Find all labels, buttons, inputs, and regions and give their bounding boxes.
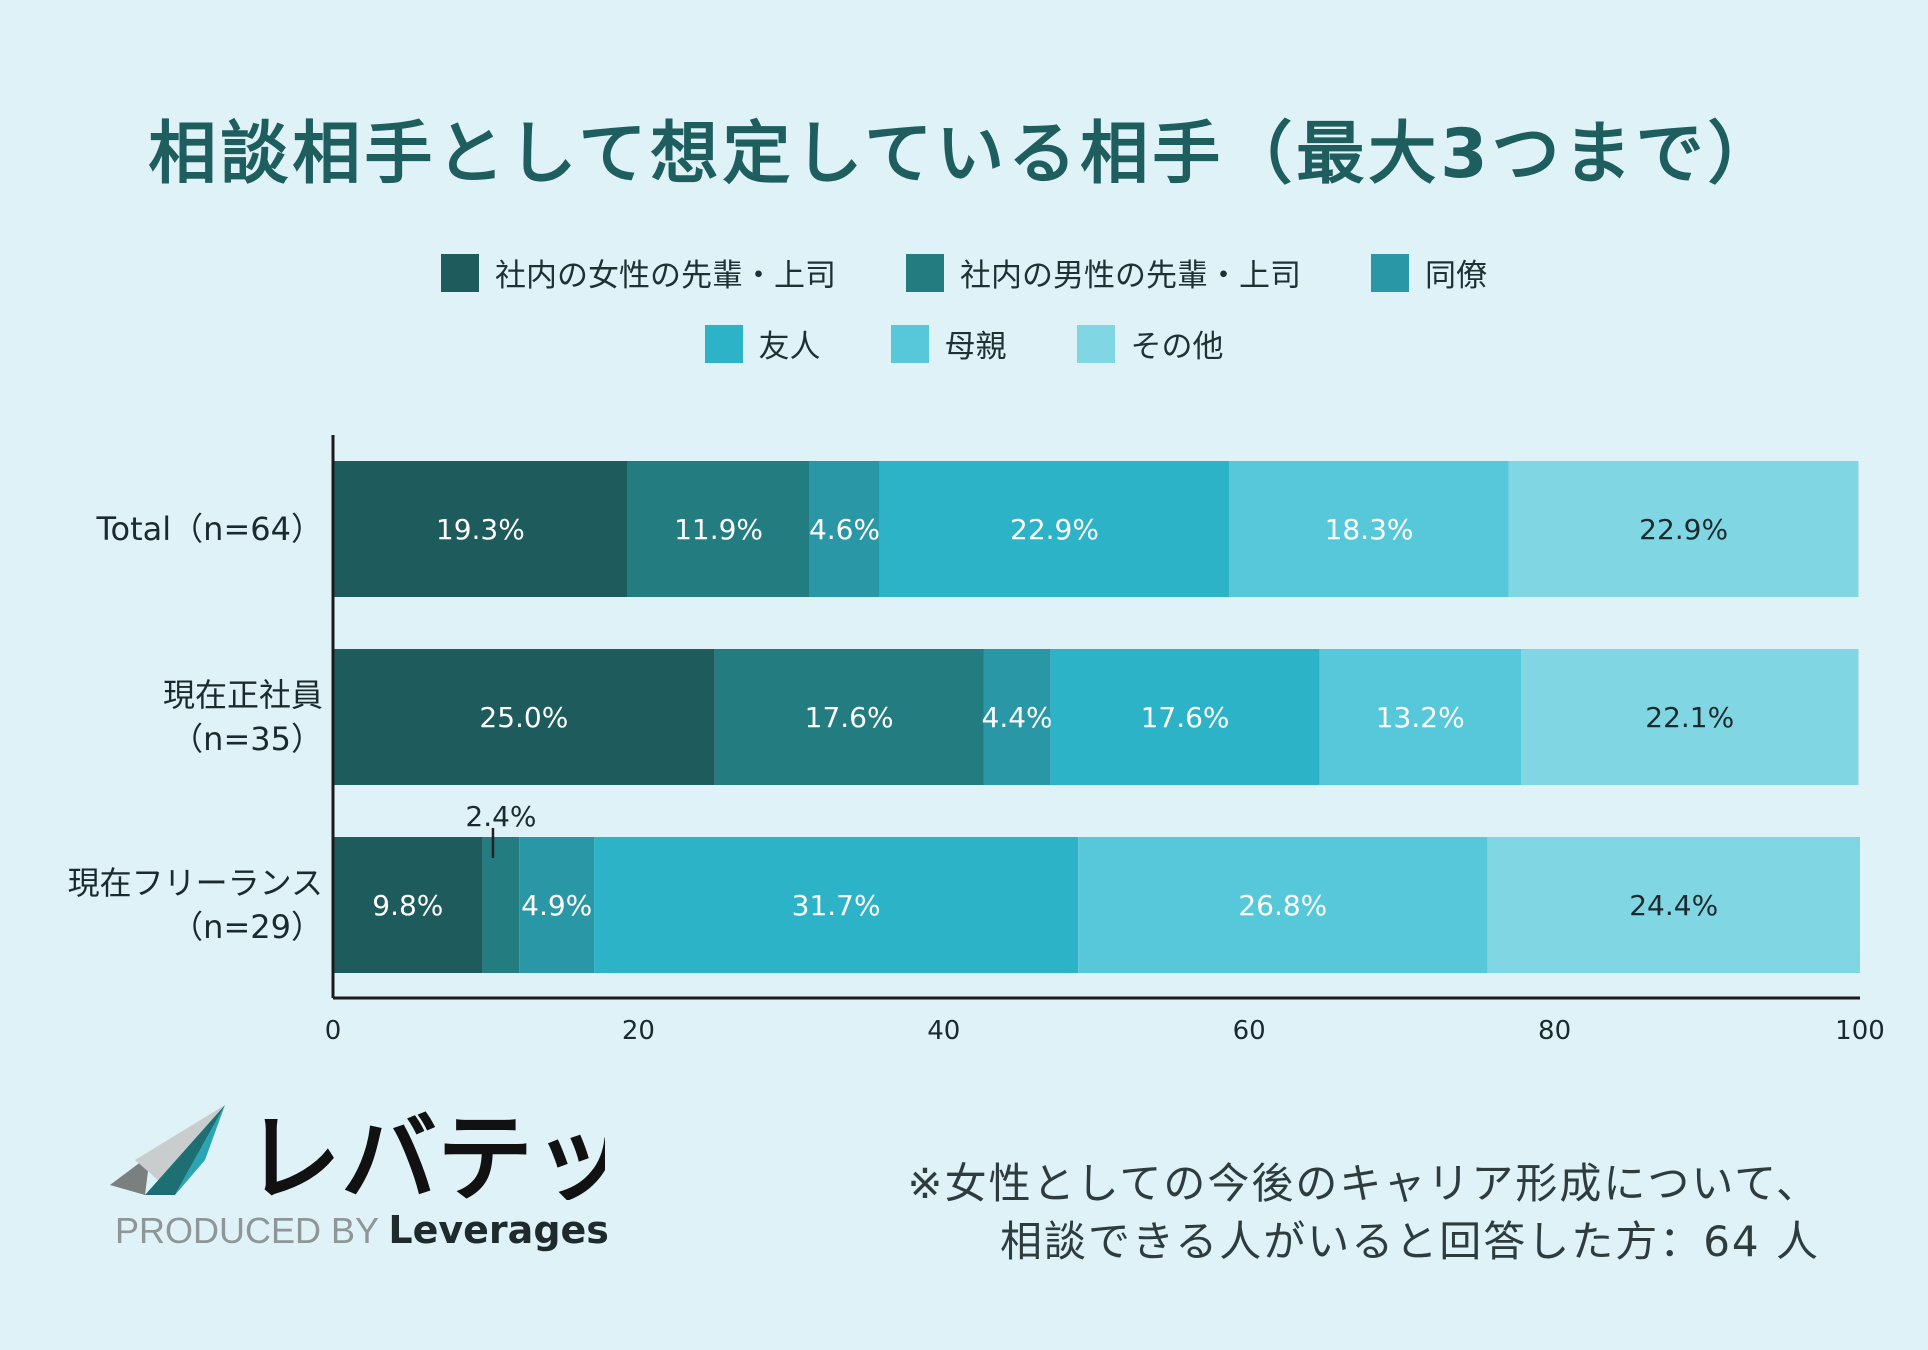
bar-segment xyxy=(1487,837,1860,973)
data-label: 4.4% xyxy=(982,701,1053,734)
legend-label: 社内の男性の先輩・上司 xyxy=(960,258,1301,294)
legend-row: 社内の女性の先輩・上司 社内の男性の先輩・上司 同僚 xyxy=(0,250,1928,295)
bar-segment xyxy=(879,461,1230,597)
data-label: 4.9% xyxy=(521,889,592,922)
footnote: ※女性としての今後のキャリア形成について、 相談できる人がいると回答した方：64… xyxy=(820,1155,1820,1271)
data-label: 25.0% xyxy=(479,701,568,734)
data-label: 2.4% xyxy=(465,800,536,833)
produced-by: PRODUCED BY Leverages xyxy=(115,1208,609,1252)
bar-segment xyxy=(1229,461,1509,597)
x-tick-label: 60 xyxy=(1233,1016,1266,1046)
bar-segment xyxy=(519,837,595,973)
legend-item: 母親 xyxy=(890,321,1007,366)
x-tick-label: 80 xyxy=(1538,1016,1571,1046)
legend-label: 母親 xyxy=(944,329,1007,365)
bar-segment xyxy=(1319,649,1522,785)
data-label: 26.8% xyxy=(1238,889,1327,922)
data-label: 4.6% xyxy=(809,513,880,546)
bar-segment xyxy=(983,649,1051,785)
produced-by-label: PRODUCED BY xyxy=(115,1210,379,1251)
category-label: （n=29） xyxy=(171,908,323,946)
x-tick-label: 0 xyxy=(325,1016,342,1046)
category-label: （n=35） xyxy=(171,720,323,758)
bar-segment xyxy=(1050,649,1320,785)
data-label: 18.3% xyxy=(1325,513,1414,546)
data-label: 19.3% xyxy=(436,513,525,546)
footnote-line-1: ※女性としての今後のキャリア形成について、 xyxy=(907,1159,1820,1208)
stacked-bar-chart: 19.3% 11.9% 4.6% 22.9% 18.3% 22.9% Total（n=64）… xyxy=(68,435,1885,1046)
bar-segment xyxy=(809,461,880,597)
legend-item: 友人 xyxy=(704,321,821,366)
legend-swatch xyxy=(906,253,944,292)
x-tick-label: 40 xyxy=(927,1016,960,1046)
legend-swatch xyxy=(890,324,929,363)
bar-segment xyxy=(1521,649,1859,785)
category-label: Total（n=64） xyxy=(95,510,323,548)
legend-label: 同僚 xyxy=(1425,258,1487,294)
legend-item: その他 xyxy=(1076,321,1224,366)
data-label: 24.4% xyxy=(1629,889,1718,922)
company-name: Leverages xyxy=(388,1208,609,1252)
data-label: 17.6% xyxy=(1141,701,1230,734)
x-tick-label: 20 xyxy=(622,1016,655,1046)
legend-label: 友人 xyxy=(758,329,821,365)
logo-brand-text: レバテック xyxy=(245,1103,605,1200)
bar-segment xyxy=(1508,461,1859,597)
logo-mark-icon: レバテック xyxy=(110,1103,725,1215)
x-tick-label: 100 xyxy=(1835,1016,1885,1046)
data-label: 9.8% xyxy=(372,889,443,922)
legend-item: 社内の女性の先輩・上司 xyxy=(441,250,836,295)
footnote-line-2: 相談できる人がいると回答した方：64 人 xyxy=(1000,1217,1820,1266)
data-label: 17.6% xyxy=(805,701,894,734)
legend-label: その他 xyxy=(1130,329,1224,365)
data-label: 22.9% xyxy=(1639,513,1728,546)
legend-swatch xyxy=(441,253,479,292)
category-label: 現在正社員 xyxy=(163,676,323,714)
data-label: 31.7% xyxy=(792,889,881,922)
category-label: 現在フリーランス xyxy=(68,864,323,902)
bar-segment xyxy=(714,649,984,785)
data-label: 22.9% xyxy=(1010,513,1099,546)
data-label: 11.9% xyxy=(674,513,763,546)
bar-segment xyxy=(482,837,520,973)
legend-item: 同僚 xyxy=(1371,250,1487,295)
bar-segment xyxy=(1078,837,1488,973)
chart-title: 相談相手として想定している相手（最大3つまで） xyxy=(148,115,1780,194)
bar-segment xyxy=(333,837,483,973)
legend-swatch xyxy=(704,324,743,363)
data-label: 22.1% xyxy=(1645,701,1734,734)
legend: 社内の女性の先輩・上司 社内の男性の先輩・上司 同僚 友人 母親 その他 xyxy=(0,250,1928,392)
legend-row: 友人 母親 その他 xyxy=(0,321,1928,366)
legend-item: 社内の男性の先輩・上司 xyxy=(906,250,1301,295)
bar-segment xyxy=(627,461,810,597)
legend-swatch xyxy=(1076,324,1115,363)
legend-swatch xyxy=(1371,253,1409,292)
legend-label: 社内の女性の先輩・上司 xyxy=(495,258,836,294)
data-label: 13.2% xyxy=(1376,701,1465,734)
bar-segment xyxy=(333,461,628,597)
bar-segment xyxy=(333,649,715,785)
bar-segment xyxy=(594,837,1079,973)
